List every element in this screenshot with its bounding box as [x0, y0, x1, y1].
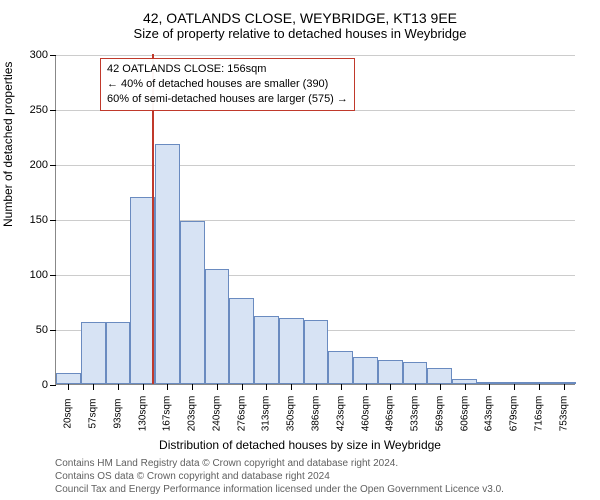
histogram-bar — [378, 360, 403, 384]
x-tick — [217, 384, 218, 390]
y-tick — [50, 330, 56, 331]
x-tick-label: 386sqm — [311, 396, 322, 432]
histogram-bar — [81, 322, 106, 384]
grid-line — [56, 55, 575, 56]
attribution-line2: Contains OS data © Crown copyright and d… — [55, 470, 590, 483]
x-tick-label: 350sqm — [286, 396, 297, 432]
histogram-bar — [279, 318, 304, 384]
histogram-bar — [180, 221, 205, 384]
x-tick-label: 643sqm — [484, 396, 495, 432]
x-tick-label: 460sqm — [360, 396, 371, 432]
attribution-line1: Contains HM Land Registry data © Crown c… — [55, 457, 590, 470]
attribution: Contains HM Land Registry data © Crown c… — [55, 457, 590, 496]
x-tick — [291, 384, 292, 390]
y-tick-label: 0 — [42, 379, 48, 391]
x-tick-label: 496sqm — [385, 396, 396, 432]
y-tick-label: 50 — [36, 324, 48, 336]
annotation-line1: 42 OATLANDS CLOSE: 156sqm — [107, 62, 348, 77]
x-tick-label: 20sqm — [63, 398, 74, 428]
annotation-line2: ← 40% of detached houses are smaller (39… — [107, 77, 348, 92]
y-tick-label: 150 — [30, 214, 48, 226]
histogram-bar — [427, 368, 452, 385]
histogram-bar — [254, 316, 279, 384]
histogram-bar — [229, 298, 254, 384]
x-tick — [341, 384, 342, 390]
histogram-bar — [155, 144, 180, 384]
histogram-bar — [56, 373, 81, 384]
x-tick-label: 606sqm — [459, 396, 470, 432]
x-tick-label: 130sqm — [137, 396, 148, 432]
grid-line — [56, 165, 575, 166]
histogram-bar — [403, 362, 428, 384]
x-tick — [564, 384, 565, 390]
x-tick-label: 533sqm — [410, 396, 421, 432]
y-tick — [50, 110, 56, 111]
x-tick-label: 423sqm — [335, 396, 346, 432]
attribution-line3: Council Tax and Energy Performance infor… — [55, 483, 590, 496]
x-tick — [242, 384, 243, 390]
x-tick — [167, 384, 168, 390]
x-tick — [415, 384, 416, 390]
y-axis-title: Number of detached properties — [1, 62, 15, 227]
annotation-box: 42 OATLANDS CLOSE: 156sqm ← 40% of detac… — [100, 58, 355, 111]
x-tick — [514, 384, 515, 390]
x-tick — [118, 384, 119, 390]
x-tick-label: 276sqm — [236, 396, 247, 432]
x-tick-label: 203sqm — [187, 396, 198, 432]
x-tick-label: 679sqm — [509, 396, 520, 432]
x-tick — [266, 384, 267, 390]
x-tick-label: 569sqm — [434, 396, 445, 432]
x-tick-label: 167sqm — [162, 396, 173, 432]
x-tick — [390, 384, 391, 390]
histogram-bar — [106, 322, 131, 384]
y-tick — [50, 220, 56, 221]
x-tick — [68, 384, 69, 390]
x-tick-label: 57sqm — [88, 398, 99, 428]
y-tick-label: 300 — [30, 49, 48, 61]
x-tick — [316, 384, 317, 390]
y-tick — [50, 55, 56, 56]
x-tick-label: 716sqm — [533, 396, 544, 432]
y-tick-label: 250 — [30, 104, 48, 116]
x-tick — [465, 384, 466, 390]
x-tick — [489, 384, 490, 390]
x-tick — [440, 384, 441, 390]
x-tick — [539, 384, 540, 390]
y-tick-label: 200 — [30, 159, 48, 171]
annotation-line3: 60% of semi-detached houses are larger (… — [107, 92, 348, 107]
x-axis-title: Distribution of detached houses by size … — [0, 438, 600, 452]
histogram-bar — [304, 320, 329, 384]
chart-title-line2: Size of property relative to detached ho… — [0, 26, 600, 41]
chart-title-line1: 42, OATLANDS CLOSE, WEYBRIDGE, KT13 9EE — [0, 0, 600, 26]
y-tick — [50, 385, 56, 386]
y-tick — [50, 275, 56, 276]
x-tick-label: 313sqm — [261, 396, 272, 432]
histogram-bar — [130, 197, 155, 384]
histogram-bar — [205, 269, 230, 385]
x-tick — [143, 384, 144, 390]
x-tick-label: 240sqm — [211, 396, 222, 432]
x-tick-label: 93sqm — [112, 398, 123, 428]
histogram-bar — [353, 357, 378, 385]
x-tick-label: 753sqm — [558, 396, 569, 432]
x-tick — [93, 384, 94, 390]
y-tick-label: 100 — [30, 269, 48, 281]
histogram-bar — [328, 351, 353, 384]
y-tick — [50, 165, 56, 166]
x-tick — [366, 384, 367, 390]
x-tick — [192, 384, 193, 390]
